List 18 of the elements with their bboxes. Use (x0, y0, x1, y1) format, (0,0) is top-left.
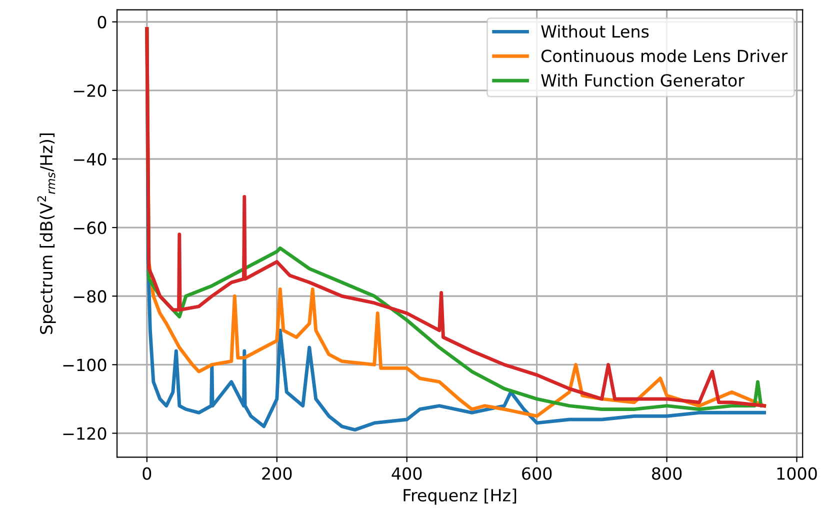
y-tick-label: −60 (74, 222, 106, 234)
y-tick-label: −120 (63, 427, 106, 440)
x-tick-label: 600 (522, 467, 552, 480)
y-tick-label: 0 (98, 16, 106, 28)
y-tick-label: −100 (63, 358, 106, 372)
y-tick-label: −40 (74, 152, 106, 166)
x-axis-title: Frequenz [Hz] (404, 488, 516, 505)
x-tick-label: 200 (262, 467, 292, 480)
legend-label: With Function Generator (541, 74, 744, 87)
x-tick-label: 800 (652, 467, 682, 480)
y-tick-label: −20 (74, 84, 106, 97)
x-tick-label: 400 (392, 467, 422, 480)
legend-label: Continuous mode Lens Driver (541, 49, 788, 62)
x-tick-label: 0 (142, 467, 152, 480)
legend-label: Without Lens (541, 24, 649, 38)
y-axis-title: Spectrum [dB(V$^{2}$$_{rms}$/Hz)] (37, 134, 56, 334)
x-tick-label: 1000 (777, 467, 817, 480)
y-tick-label: −80 (74, 290, 106, 303)
